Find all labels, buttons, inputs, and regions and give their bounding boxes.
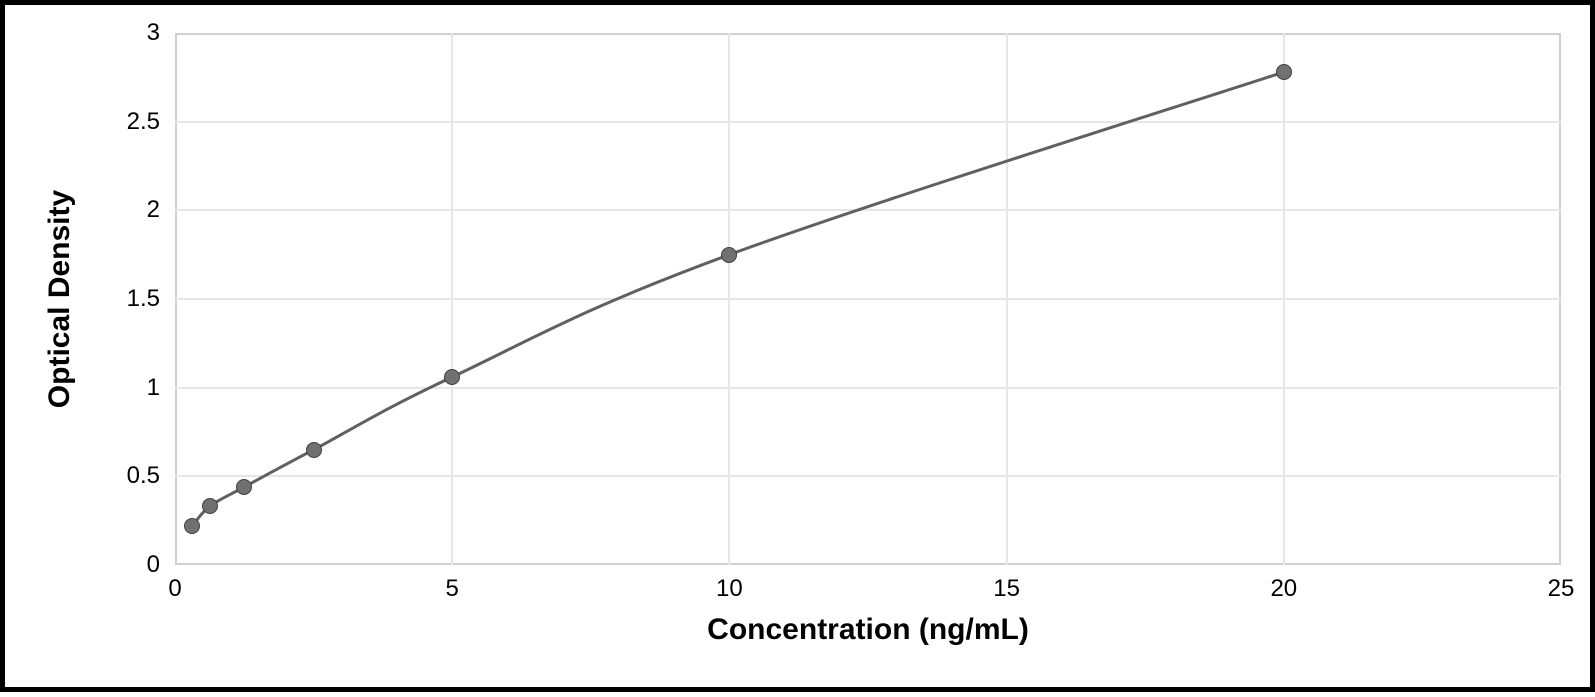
chart-frame: 051015202500.511.522.53Concentration (ng… — [0, 0, 1595, 692]
data-point — [202, 498, 218, 514]
data-point — [444, 369, 460, 385]
data-point — [1276, 64, 1292, 80]
data-point — [236, 479, 252, 495]
data-point — [184, 518, 200, 534]
data-point — [721, 247, 737, 263]
data-point — [306, 442, 322, 458]
series-line — [5, 5, 1595, 697]
chart-container: 051015202500.511.522.53Concentration (ng… — [5, 5, 1590, 687]
